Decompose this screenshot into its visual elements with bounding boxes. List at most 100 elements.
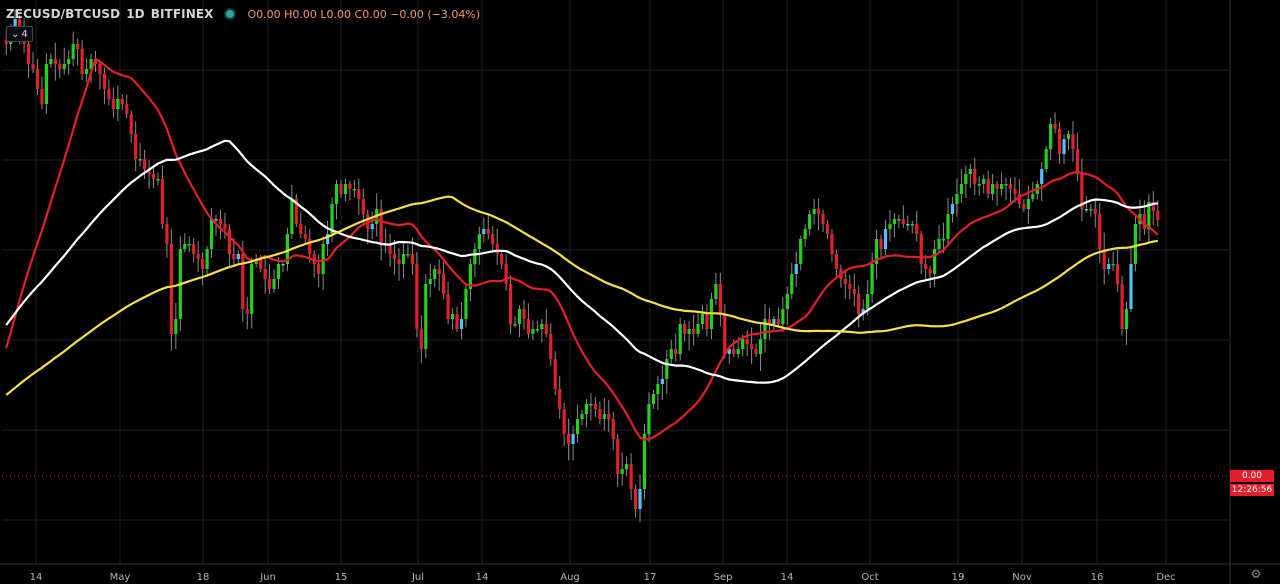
candle-body xyxy=(18,19,22,29)
candle-body xyxy=(259,259,263,269)
candle-body xyxy=(227,229,231,254)
candle-body xyxy=(593,404,597,409)
candle-body xyxy=(933,249,937,274)
candle-body xyxy=(267,279,272,289)
candle-body xyxy=(812,209,816,214)
candle-body xyxy=(223,224,227,229)
candle-body xyxy=(116,99,120,109)
candle-body xyxy=(669,349,673,359)
candle-body xyxy=(129,114,133,134)
candle-body xyxy=(602,414,606,419)
candle-body xyxy=(35,69,40,89)
candle-body xyxy=(13,19,17,29)
candle-body xyxy=(174,319,178,334)
candle-body xyxy=(442,274,446,294)
candle-body xyxy=(977,184,981,186)
candle-body xyxy=(683,324,687,334)
last-price-label: 0.00 xyxy=(1230,470,1274,482)
candle-body xyxy=(781,309,785,324)
candle-body xyxy=(910,224,914,226)
indicator-count: 4 xyxy=(21,28,28,40)
candle-body xyxy=(388,244,392,254)
candle-body xyxy=(736,349,740,354)
candle-body xyxy=(937,239,941,249)
candle-body xyxy=(67,59,71,64)
candle-body xyxy=(1026,199,1030,209)
candle-body xyxy=(1133,224,1138,264)
candle-body xyxy=(843,279,847,284)
candle-body xyxy=(201,259,205,269)
candle-body xyxy=(950,204,955,214)
candle-body xyxy=(870,264,874,294)
candle-body xyxy=(517,309,522,324)
candle-body xyxy=(134,134,138,159)
candle-body xyxy=(830,234,834,254)
candle-body xyxy=(700,314,705,324)
candle-body xyxy=(794,264,798,274)
candle-body xyxy=(285,234,290,264)
candle-body xyxy=(906,224,910,226)
symbol-legend[interactable]: ZECUSD/BTCUSD 1D BITFINEX O0.00 H0.00 L0… xyxy=(6,4,480,24)
candle-body xyxy=(352,189,356,191)
candle-body xyxy=(732,349,736,354)
candle-body xyxy=(455,314,459,329)
candle-body xyxy=(1080,174,1084,209)
candle-body xyxy=(660,379,664,384)
candle-body xyxy=(589,404,593,406)
candle-body xyxy=(584,404,589,414)
candle-body xyxy=(834,254,839,269)
candle-body xyxy=(995,184,999,189)
candle-body xyxy=(232,254,236,259)
candle-body xyxy=(526,319,531,334)
gear-icon[interactable]: ⚙ xyxy=(1250,567,1262,581)
time-axis-tick-label: 14 xyxy=(476,572,489,583)
candle-body xyxy=(424,284,428,349)
candle-body xyxy=(450,314,455,319)
candle-body xyxy=(218,219,223,224)
candle-body xyxy=(687,329,691,334)
indicators-toggle-button[interactable]: ⌄ 4 xyxy=(6,26,33,42)
candle-body xyxy=(1044,149,1048,169)
symbol-name[interactable]: ZECUSD/BTCUSD xyxy=(6,7,121,21)
candle-body xyxy=(53,59,57,64)
candle-body xyxy=(705,314,709,329)
candle-body xyxy=(790,274,794,294)
candle-body xyxy=(575,419,580,434)
candle-body xyxy=(348,184,352,189)
candle-body xyxy=(504,264,508,284)
candle-body xyxy=(361,199,365,214)
market-status-icon xyxy=(225,10,234,18)
candle-body xyxy=(758,339,763,354)
candle-body xyxy=(156,179,160,181)
ohlc-values: O0.00 H0.00 L0.00 C0.00 −0.00 (−3.04%) xyxy=(247,7,481,21)
time-axis-tick-label: 18 xyxy=(197,572,210,583)
candle-body xyxy=(205,249,209,269)
candle-body xyxy=(1040,169,1044,184)
candle-body xyxy=(1017,194,1022,204)
candle-body xyxy=(44,64,49,104)
candle-body xyxy=(955,194,959,204)
chart-grid xyxy=(2,0,1230,564)
candle-body xyxy=(883,229,888,249)
candle-body xyxy=(1156,211,1160,220)
candle-body xyxy=(580,414,584,419)
candle-body xyxy=(776,319,780,324)
candle-body xyxy=(477,234,481,249)
candle-body xyxy=(473,249,477,264)
candle-body xyxy=(1111,264,1115,266)
candle-body xyxy=(544,324,548,334)
candle-body xyxy=(357,189,361,199)
candle-body xyxy=(852,289,856,294)
moving-average-fast-line xyxy=(5,58,1159,441)
candle-body xyxy=(723,314,727,354)
candle-body xyxy=(928,269,932,274)
candle-body xyxy=(272,279,276,289)
candle-body xyxy=(26,44,31,64)
interval-label[interactable]: 1D xyxy=(126,7,145,21)
candle-body xyxy=(1102,249,1106,269)
candle-body xyxy=(553,359,557,389)
candle-body xyxy=(1031,194,1035,199)
candle-body xyxy=(874,239,879,264)
candle-body xyxy=(522,309,526,319)
